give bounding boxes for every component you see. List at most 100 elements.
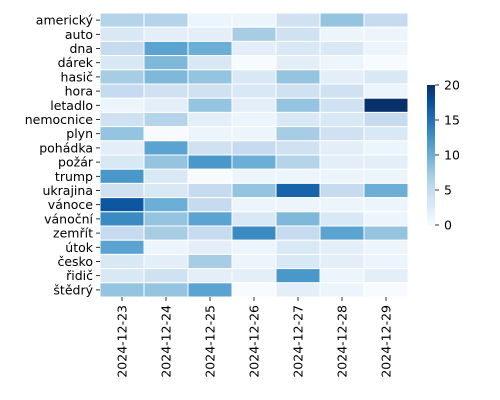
heatmap-cell: [275, 225, 321, 241]
heatmap-cell: [363, 211, 409, 227]
heatmap-cell: [275, 97, 321, 113]
column-label: 2024-12-27: [291, 305, 306, 378]
colorbar-tick-label: 5: [444, 183, 452, 198]
heatmap-cell: [363, 253, 409, 270]
column-label: 2024-12-24: [159, 305, 174, 378]
row-labels: americkýautodnadárekhasičhoraletadlonemo…: [25, 13, 100, 297]
heatmap-cell: [143, 97, 189, 113]
heatmap-cell: [99, 253, 145, 270]
heatmap-cell: [275, 12, 321, 28]
heatmap-cell: [275, 26, 321, 42]
heatmap-cell: [231, 197, 277, 213]
heatmap-cell: [319, 97, 365, 113]
heatmap-cell: [275, 69, 321, 85]
heatmap-cell: [275, 55, 321, 71]
heatmap-cell: [143, 239, 189, 255]
heatmap-cell: [143, 12, 189, 28]
heatmap-cell: [231, 140, 277, 156]
heatmap-cell: [99, 239, 145, 255]
heatmap-cell: [275, 268, 321, 284]
heatmap-cell: [143, 83, 189, 99]
row-label: štědrý: [53, 282, 93, 297]
heatmap-cell: [275, 111, 321, 128]
row-label: zemřít: [53, 226, 93, 241]
heatmap-cell: [231, 154, 277, 170]
colorbar: 0 5 10 15 20: [427, 78, 460, 233]
heatmap-cell: [275, 197, 321, 213]
heatmap-cell: [319, 12, 365, 28]
heatmap-cell: [99, 111, 145, 128]
heatmap-cell: [143, 154, 189, 170]
heatmap-cell: [143, 55, 189, 71]
row-label: auto: [65, 27, 93, 42]
heatmap-cell: [143, 140, 189, 156]
heatmap-cell: [231, 40, 277, 57]
heatmap-cell: [143, 211, 189, 227]
heatmap-cell: [231, 211, 277, 227]
row-label: vánoce: [48, 197, 94, 212]
row-label: požár: [58, 155, 94, 170]
row-label: hora: [65, 84, 93, 99]
heatmap-cell: [319, 282, 365, 298]
heatmap-cell: [319, 168, 365, 184]
heatmap-cell: [363, 282, 409, 298]
row-label: dna: [69, 41, 93, 56]
heatmap-cell: [187, 197, 233, 213]
heatmap-cell: [319, 268, 365, 284]
heatmap-cells: [99, 12, 409, 298]
row-label: nemocnice: [25, 112, 94, 127]
heatmap-cell: [231, 182, 277, 199]
heatmap-cell: [363, 69, 409, 85]
heatmap-cell: [363, 55, 409, 71]
heatmap-cell: [319, 154, 365, 170]
heatmap-cell: [275, 182, 321, 199]
heatmap-cell: [231, 239, 277, 255]
heatmap-cell: [143, 111, 189, 128]
row-label: ukrajina: [43, 183, 94, 198]
heatmap-cell: [363, 225, 409, 241]
heatmap-cell: [363, 12, 409, 28]
heatmap-cell: [363, 239, 409, 255]
column-label: 2024-12-25: [203, 305, 218, 378]
heatmap-cell: [363, 97, 409, 113]
heatmap-cell: [143, 126, 189, 142]
heatmap-cell: [143, 40, 189, 57]
heatmap-cell: [143, 182, 189, 199]
heatmap-cell: [99, 12, 145, 28]
heatmap-cell: [319, 26, 365, 42]
heatmap-cell: [275, 126, 321, 142]
heatmap-cell: [187, 253, 233, 270]
row-label: vánoční: [44, 211, 93, 226]
heatmap-cell: [363, 83, 409, 99]
heatmap-cell: [99, 225, 145, 241]
row-label: letadlo: [50, 98, 93, 113]
row-label: americký: [36, 13, 94, 28]
colorbar-tick-label: 20: [444, 78, 460, 93]
heatmap-cell: [187, 140, 233, 156]
heatmap-cell: [187, 225, 233, 241]
heatmap-cell: [275, 40, 321, 57]
heatmap-cell: [319, 197, 365, 213]
heatmap-cell: [187, 26, 233, 42]
column-label: 2024-12-23: [115, 305, 130, 378]
heatmap-cell: [143, 197, 189, 213]
column-label: 2024-12-26: [247, 305, 262, 378]
heatmap-cell: [187, 12, 233, 28]
heatmap-cell: [143, 253, 189, 270]
heatmap-cell: [99, 69, 145, 85]
heatmap-cell: [143, 268, 189, 284]
heatmap-cell: [319, 111, 365, 128]
heatmap-cell: [319, 126, 365, 142]
colorbar-gradient: [427, 85, 435, 225]
heatmap-cell: [99, 40, 145, 57]
heatmap-cell: [319, 182, 365, 199]
heatmap-cell: [319, 55, 365, 71]
heatmap-cell: [363, 154, 409, 170]
heatmap-cell: [363, 126, 409, 142]
heatmap-cell: [363, 168, 409, 184]
heatmap-cell: [231, 126, 277, 142]
heatmap-cell: [143, 225, 189, 241]
heatmap-cell: [99, 197, 145, 213]
heatmap-cell: [275, 140, 321, 156]
heatmap-cell: [187, 182, 233, 199]
